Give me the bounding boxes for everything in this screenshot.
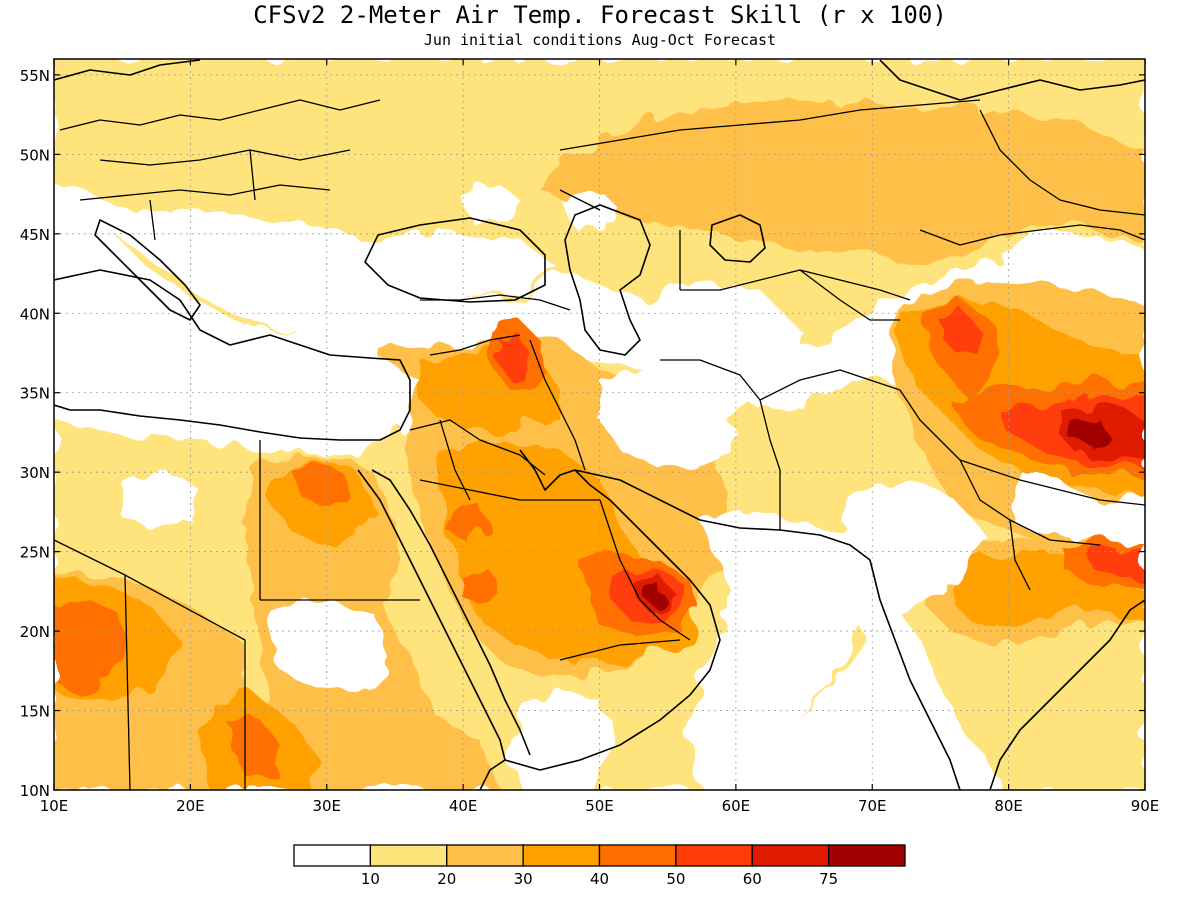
lon-tick-label: 50E — [585, 797, 614, 815]
coastline-black-sea — [364, 217, 546, 303]
chart-subtitle: Jun initial conditions Aug-Oct Forecast — [424, 31, 776, 49]
colorbar-label: 10 — [361, 870, 380, 888]
country-borders — [54, 99, 1145, 790]
colorbar-label: 40 — [590, 870, 609, 888]
coastline-mediterranean — [54, 269, 411, 441]
latitude-axis: 10N 15N 20N 25N 30N 35N 40N 45N 50N 55N — [20, 67, 1145, 800]
coastline-iran-pakistan — [574, 469, 871, 561]
border-north-africa — [54, 440, 420, 790]
border-iran-afghanistan — [660, 269, 901, 530]
colorbar-swatch — [446, 844, 524, 867]
lat-tick-label: 10N — [20, 782, 50, 800]
lat-tick-label: 40N — [20, 305, 50, 323]
colorbar-swatch — [751, 844, 830, 867]
border-china-mongolia — [919, 109, 1145, 246]
border-middle-east — [409, 294, 586, 501]
lat-tick-label: 20N — [20, 623, 50, 641]
coastline-horn-africa — [479, 759, 506, 790]
map-area — [54, 59, 1145, 790]
no-skill-patches — [54, 185, 1145, 790]
border-russia-kazakhstan — [559, 99, 981, 301]
lat-tick-label: 35N — [20, 385, 50, 403]
chart-title: CFSv2 2-Meter Air Temp. Forecast Skill (… — [253, 1, 947, 29]
lat-tick-label: 25N — [20, 544, 50, 562]
lat-tick-label: 50N — [20, 146, 50, 164]
colorbar-swatch — [827, 844, 906, 867]
colorbar-label: 30 — [514, 870, 533, 888]
colorbar-label: 60 — [743, 870, 762, 888]
lat-tick-label: 30N — [20, 464, 50, 482]
colorbar-label: 50 — [666, 870, 685, 888]
coastline-india — [869, 559, 1145, 790]
border-arabia — [419, 479, 691, 661]
map-gridlines — [54, 59, 1145, 790]
coastline-arabia-gulf — [504, 449, 721, 771]
lat-tick-label: 15N — [20, 703, 50, 721]
coastline-red-sea — [357, 469, 531, 761]
lon-tick-label: 20E — [176, 797, 205, 815]
colorbar-swatch — [675, 844, 753, 867]
skill-level-above-75 — [644, 415, 1105, 604]
colorbar-swatch — [293, 844, 372, 867]
longitude-axis: 10E 20E 30E 40E 50E 60E 70E 80E 90E — [40, 59, 1160, 815]
coastline-arctic-seas — [54, 59, 1145, 101]
lon-tick-label: 30E — [312, 797, 341, 815]
lon-tick-label: 90E — [1131, 797, 1160, 815]
colorbar-swatch — [522, 844, 601, 867]
coastline-adriatic-italy — [94, 219, 201, 321]
coastline-aral-sea — [709, 214, 766, 263]
lon-tick-label: 60E — [722, 797, 751, 815]
lat-tick-label: 55N — [20, 67, 50, 85]
colorbar: 10 20 30 40 50 60 75 — [293, 844, 906, 888]
lon-tick-label: 70E — [858, 797, 887, 815]
lon-tick-label: 40E — [449, 797, 478, 815]
border-south-asia — [899, 389, 1145, 591]
colorbar-swatch — [598, 844, 677, 867]
colorbar-swatch — [369, 844, 448, 867]
colorbar-label: 20 — [437, 870, 456, 888]
coastline-caspian-sea — [564, 204, 651, 356]
colorbar-label: 75 — [819, 870, 838, 888]
lat-tick-label: 45N — [20, 226, 50, 244]
coastlines — [54, 59, 1145, 790]
border-europe-west — [59, 99, 381, 241]
lon-tick-label: 80E — [994, 797, 1023, 815]
lon-tick-label: 10E — [40, 797, 69, 815]
